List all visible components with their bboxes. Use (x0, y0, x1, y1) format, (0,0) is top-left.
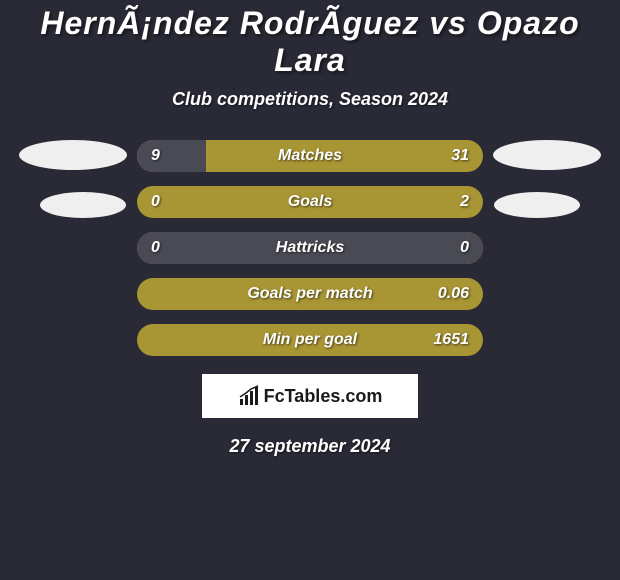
logo-text: FcTables.com (264, 386, 383, 407)
stat-value-right: 0 (460, 239, 469, 257)
left-ellipse-2 (40, 192, 126, 218)
stat-fill-left (137, 140, 206, 172)
subtitle: Club competitions, Season 2024 (0, 89, 620, 110)
stat-value-right: 2 (460, 193, 469, 211)
stat-value-right: 0.06 (438, 285, 469, 303)
stat-value-left: 0 (151, 239, 160, 257)
stat-row-gpm: Goals per match 0.06 (137, 278, 483, 310)
stat-row-matches: 9 Matches 31 (137, 140, 483, 172)
stat-label: Matches (278, 147, 342, 165)
stats-area: 9 Matches 31 0 Goals 2 0 Hattricks 0 (0, 140, 620, 356)
right-ellipse-1 (493, 140, 601, 170)
right-ellipse-2 (494, 192, 580, 218)
comparison-widget: HernÃ¡ndez RodrÃ­guez vs Opazo Lara Club… (0, 0, 620, 457)
stat-value-right: 1651 (433, 331, 469, 349)
stat-label: Min per goal (263, 331, 357, 349)
stat-label: Goals (288, 193, 332, 211)
chart-icon (238, 385, 260, 407)
stat-value-right: 31 (451, 147, 469, 165)
right-ellipse-column (493, 140, 601, 218)
stat-row-goals: 0 Goals 2 (137, 186, 483, 218)
left-ellipse-1 (19, 140, 127, 170)
stats-column: 9 Matches 31 0 Goals 2 0 Hattricks 0 (137, 140, 483, 356)
date-text: 27 september 2024 (0, 436, 620, 457)
stat-label: Goals per match (247, 285, 372, 303)
left-ellipse-column (19, 140, 127, 218)
stat-value-left: 0 (151, 193, 160, 211)
stat-label: Hattricks (276, 239, 344, 257)
page-title: HernÃ¡ndez RodrÃ­guez vs Opazo Lara (0, 5, 620, 79)
stat-row-hattricks: 0 Hattricks 0 (137, 232, 483, 264)
fctables-logo[interactable]: FcTables.com (202, 374, 418, 418)
stat-row-mpg: Min per goal 1651 (137, 324, 483, 356)
stat-value-left: 9 (151, 147, 160, 165)
